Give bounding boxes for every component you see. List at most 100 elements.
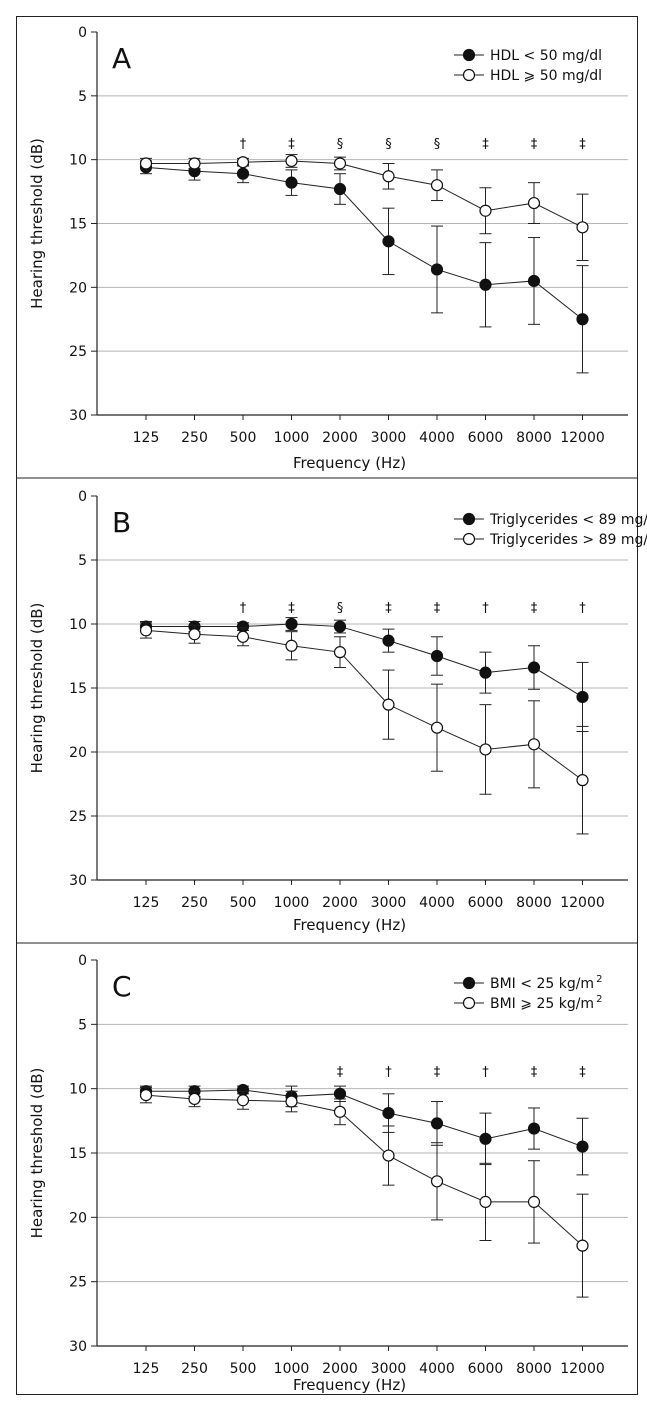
significance-marker: † bbox=[240, 137, 247, 152]
significance-marker: ‡ bbox=[531, 601, 538, 616]
data-point bbox=[576, 690, 589, 704]
data-point bbox=[479, 743, 492, 756]
data-point bbox=[527, 1195, 541, 1208]
significance-marker: ‡ bbox=[385, 601, 392, 616]
legend-label-superscript: 2 bbox=[596, 974, 602, 985]
y-tick-label: 15 bbox=[69, 1146, 87, 1162]
significance-marker: § bbox=[337, 137, 344, 152]
y-tick-label: 30 bbox=[69, 1339, 87, 1355]
y-tick-label: 5 bbox=[78, 553, 87, 569]
x-tick-label: 250 bbox=[181, 895, 208, 911]
y-tick-label: 20 bbox=[69, 745, 87, 761]
series-open bbox=[139, 622, 589, 835]
y-tick-label: 20 bbox=[69, 280, 87, 296]
x-axis-label: Frequency (Hz) bbox=[293, 1376, 406, 1394]
x-tick-label: 4000 bbox=[419, 430, 455, 446]
series-filled bbox=[139, 1083, 589, 1176]
legend-marker bbox=[462, 512, 476, 526]
data-point bbox=[236, 1094, 250, 1107]
y-axis-label: Hearing threshold (dB) bbox=[28, 1068, 46, 1239]
x-tick-label: 250 bbox=[181, 430, 208, 446]
data-point bbox=[333, 1087, 347, 1100]
legend-label-text: BMI < 25 kg/m bbox=[490, 976, 594, 992]
x-tick-label: 6000 bbox=[468, 1361, 504, 1377]
data-point bbox=[479, 1195, 492, 1208]
legend-label-text: Triglycerides < 89 mg/dl bbox=[489, 512, 647, 528]
data-point bbox=[139, 1088, 153, 1102]
y-tick-label: 25 bbox=[69, 1275, 87, 1291]
significance-marker: § bbox=[337, 601, 344, 616]
legend: HDL < 50 mg/dl HDL ⩾ 50 mg/dl bbox=[454, 48, 602, 84]
legend-label-text: HDL < 50 mg/dl bbox=[490, 48, 602, 64]
data-point bbox=[479, 1132, 492, 1145]
legend-label: HDL < 50 mg/dl bbox=[490, 48, 602, 64]
chart-panel-b: 0 5 10 15 20 25 30 125 250 500 1000 2000 3000 4000 600… bbox=[17, 477, 647, 934]
data-point bbox=[139, 157, 153, 170]
legend-label: BMI ⩾ 25 kg/m 2 bbox=[490, 994, 602, 1012]
series-open bbox=[139, 1086, 589, 1298]
significance-marker: ‡ bbox=[337, 1065, 344, 1080]
data-point bbox=[430, 649, 444, 663]
data-point bbox=[479, 204, 492, 217]
x-tick-label: 1000 bbox=[274, 1361, 310, 1377]
data-point bbox=[430, 179, 444, 192]
series-line bbox=[145, 629, 583, 781]
chart-panel-c: 0 5 10 15 20 25 30 125 250 500 1000 2000 3000 4000 600… bbox=[17, 942, 637, 1394]
x-tick-label: 4000 bbox=[419, 895, 455, 911]
data-point bbox=[236, 156, 250, 169]
data-point bbox=[576, 1239, 589, 1252]
x-tick-label: 125 bbox=[133, 430, 160, 446]
data-point bbox=[576, 774, 589, 787]
data-point bbox=[527, 196, 541, 210]
data-point bbox=[527, 738, 541, 751]
y-tick-label: 25 bbox=[69, 344, 87, 360]
data-point bbox=[285, 639, 298, 652]
significance-marker: † bbox=[482, 601, 489, 616]
panel-label: A bbox=[112, 42, 131, 75]
series-filled bbox=[139, 160, 589, 374]
y-axis-label: Hearing threshold (dB) bbox=[28, 138, 46, 309]
legend-marker bbox=[462, 976, 476, 990]
x-tick-label: 3000 bbox=[371, 1361, 407, 1377]
significance-marker: ‡ bbox=[288, 137, 295, 152]
x-tick-label: 1000 bbox=[274, 430, 310, 446]
y-tick-label: 10 bbox=[69, 153, 87, 169]
significance-marker: † bbox=[579, 601, 586, 616]
data-point bbox=[236, 167, 250, 180]
series-line bbox=[145, 166, 583, 320]
x-tick-label: 2000 bbox=[322, 1361, 358, 1377]
data-point bbox=[188, 157, 201, 170]
legend-label-text: HDL ⩾ 50 mg/dl bbox=[490, 68, 602, 84]
chart-panel-a: 0 5 10 15 20 25 30 125 250 500 1000 2000 3000 4000 600… bbox=[28, 25, 628, 472]
data-point bbox=[430, 1117, 444, 1130]
data-point bbox=[576, 221, 589, 234]
y-axis-label: Hearing threshold (dB) bbox=[28, 603, 46, 774]
data-point bbox=[382, 1107, 395, 1120]
data-point bbox=[285, 176, 298, 189]
data-point bbox=[527, 274, 541, 288]
legend-marker bbox=[462, 48, 476, 62]
legend-marker bbox=[462, 532, 476, 546]
x-tick-label: 8000 bbox=[516, 1361, 552, 1377]
x-tick-label: 1000 bbox=[274, 895, 310, 911]
series-open bbox=[139, 154, 589, 262]
x-tick-label: 8000 bbox=[516, 895, 552, 911]
data-point bbox=[285, 154, 298, 168]
x-tick-label: 500 bbox=[230, 1361, 257, 1377]
significance-marker: † bbox=[385, 1065, 392, 1080]
significance-marker: ‡ bbox=[531, 1065, 538, 1080]
y-tick-label: 5 bbox=[78, 1017, 87, 1033]
data-point bbox=[382, 235, 395, 248]
data-point bbox=[576, 313, 589, 326]
significance-marker: ‡ bbox=[579, 1065, 586, 1080]
data-point bbox=[139, 624, 153, 637]
y-tick-label: 15 bbox=[69, 681, 87, 697]
data-point bbox=[236, 630, 250, 643]
legend-label: Triglycerides < 89 mg/dl bbox=[489, 512, 647, 528]
series-line bbox=[145, 1094, 583, 1247]
x-tick-label: 2000 bbox=[322, 895, 358, 911]
data-point bbox=[576, 1140, 589, 1153]
panel-label: B bbox=[112, 506, 131, 539]
data-point bbox=[430, 721, 444, 734]
x-tick-label: 125 bbox=[133, 895, 160, 911]
